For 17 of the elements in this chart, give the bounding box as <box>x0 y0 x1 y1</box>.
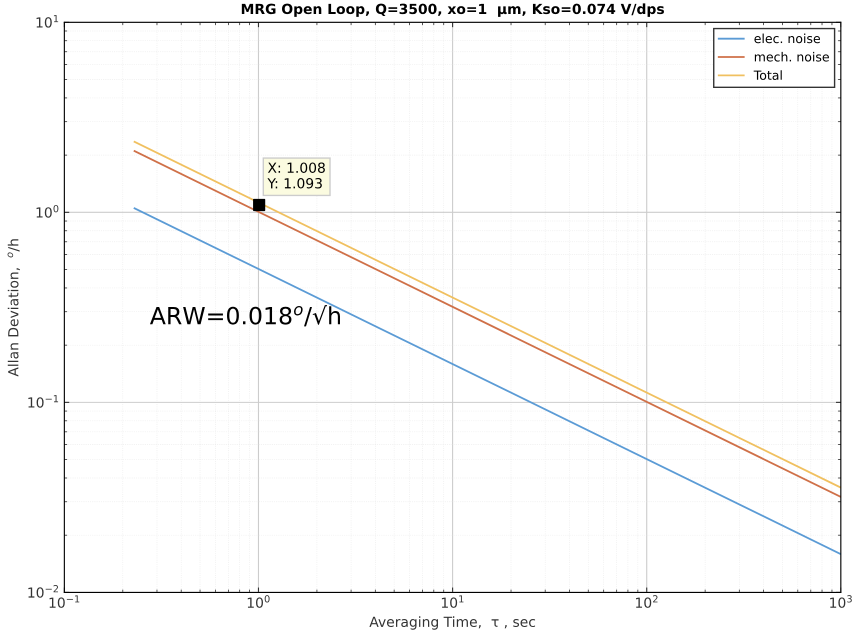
legend-label: mech. noise <box>754 52 829 62</box>
y-tick-label: 10$^{−2}$ <box>28 585 58 598</box>
x-tick-label: 10$^{0}$ <box>248 595 270 608</box>
x-axis-title: Averaging Time, τ , sec <box>369 616 536 630</box>
x-tick-label: 10$^{3}$ <box>830 595 852 608</box>
x-tick-label: 10$^{1}$ <box>442 595 464 608</box>
annotation: X: 1.008 Y: 1.093 <box>267 162 325 189</box>
x-tick-label: 10$^{−1}$ <box>50 595 80 608</box>
y-tick-label: 10$^{−1}$ <box>28 395 58 408</box>
annotation: ARW=0.018$^{o}$/√h <box>150 305 340 326</box>
chart-title: MRG Open Loop, Q=3500, xo=1 μm, Kso=0.074 V/dps <box>242 3 664 17</box>
y-axis-title: Allan Deviation, $^{o}$/h <box>8 239 20 377</box>
y-tick-label: 10$^{1}$ <box>36 15 58 28</box>
y-tick-label: 10$^{0}$ <box>36 204 58 218</box>
legend-label: elec. noise <box>754 34 820 44</box>
x-tick-label: 10$^{2}$ <box>636 595 658 608</box>
legend-label: Total <box>754 70 782 80</box>
